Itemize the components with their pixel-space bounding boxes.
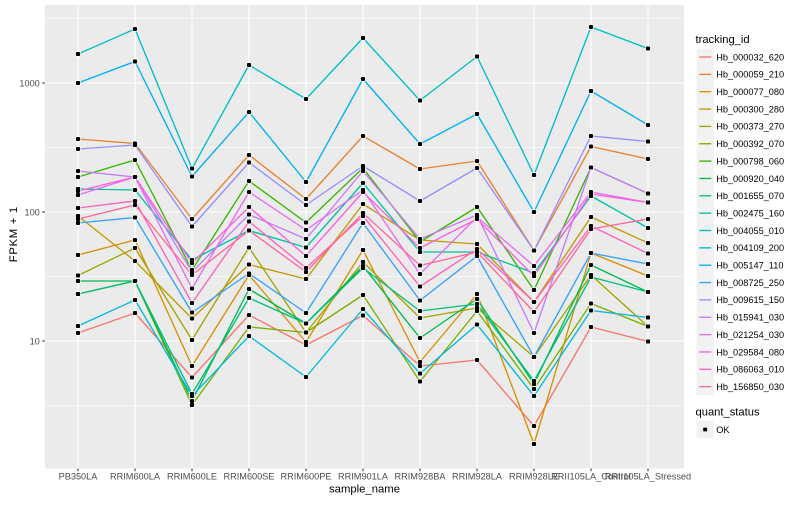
- svg-text:Hb_004109_200: Hb_004109_200: [716, 243, 784, 253]
- svg-text:Hb_015941_030: Hb_015941_030: [716, 313, 784, 323]
- svg-text:Hb_004055_010: Hb_004055_010: [716, 226, 784, 236]
- svg-text:1000: 1000: [19, 78, 39, 88]
- svg-text:tracking_id: tracking_id: [696, 34, 750, 46]
- svg-text:Hb_086063_010: Hb_086063_010: [716, 365, 784, 375]
- svg-text:Hb_008725_250: Hb_008725_250: [716, 278, 784, 288]
- svg-text:RRIM928LE: RRIM928LE: [509, 472, 559, 482]
- svg-text:Hb_000300_280: Hb_000300_280: [716, 104, 784, 114]
- svg-text:Hb_021254_030: Hb_021254_030: [716, 330, 784, 340]
- svg-text:quant_status: quant_status: [696, 406, 760, 418]
- svg-text:Hb_029584_080: Hb_029584_080: [716, 347, 784, 357]
- svg-text:Hb_000077_080: Hb_000077_080: [716, 87, 784, 97]
- svg-text:RRII105LA_Control: RRII105LA_Control: [551, 472, 631, 482]
- svg-text:RRIM600LA: RRIM600LA: [110, 472, 161, 482]
- svg-text:sample_name: sample_name: [329, 484, 400, 496]
- svg-text:RRIM928BA: RRIM928BA: [394, 472, 446, 482]
- svg-text:Hb_009615_150: Hb_009615_150: [716, 295, 784, 305]
- svg-text:RRIM928LA: RRIM928LA: [452, 472, 503, 482]
- svg-text:Hb_000059_210: Hb_000059_210: [716, 70, 784, 80]
- svg-text:PB350LA: PB350LA: [59, 472, 99, 482]
- svg-text:Hb_001655_070: Hb_001655_070: [716, 191, 784, 201]
- svg-text:RRIM600LE: RRIM600LE: [167, 472, 217, 482]
- svg-text:FPKM + 1: FPKM + 1: [8, 206, 20, 262]
- svg-text:100: 100: [24, 207, 39, 217]
- svg-text:Hb_000373_270: Hb_000373_270: [716, 122, 784, 132]
- svg-text:RRIM901LA: RRIM901LA: [338, 472, 389, 482]
- svg-text:10: 10: [30, 336, 40, 346]
- svg-text:Hb_000392_070: Hb_000392_070: [716, 139, 784, 149]
- svg-text:RRIM600PE: RRIM600PE: [280, 472, 331, 482]
- svg-text:RRIM600SE: RRIM600SE: [223, 472, 274, 482]
- svg-text:OK: OK: [716, 425, 730, 435]
- svg-text:Hb_000798_060: Hb_000798_060: [716, 156, 784, 166]
- svg-text:Hb_000920_040: Hb_000920_040: [716, 174, 784, 184]
- svg-text:Hb_156850_030: Hb_156850_030: [716, 382, 784, 392]
- svg-text:Hb_005147_110: Hb_005147_110: [716, 261, 783, 271]
- svg-text:Hb_002475_160: Hb_002475_160: [716, 208, 784, 218]
- svg-text:RRII105LA_Stressed: RRII105LA_Stressed: [605, 472, 691, 482]
- svg-text:Hb_000032_620: Hb_000032_620: [716, 52, 784, 62]
